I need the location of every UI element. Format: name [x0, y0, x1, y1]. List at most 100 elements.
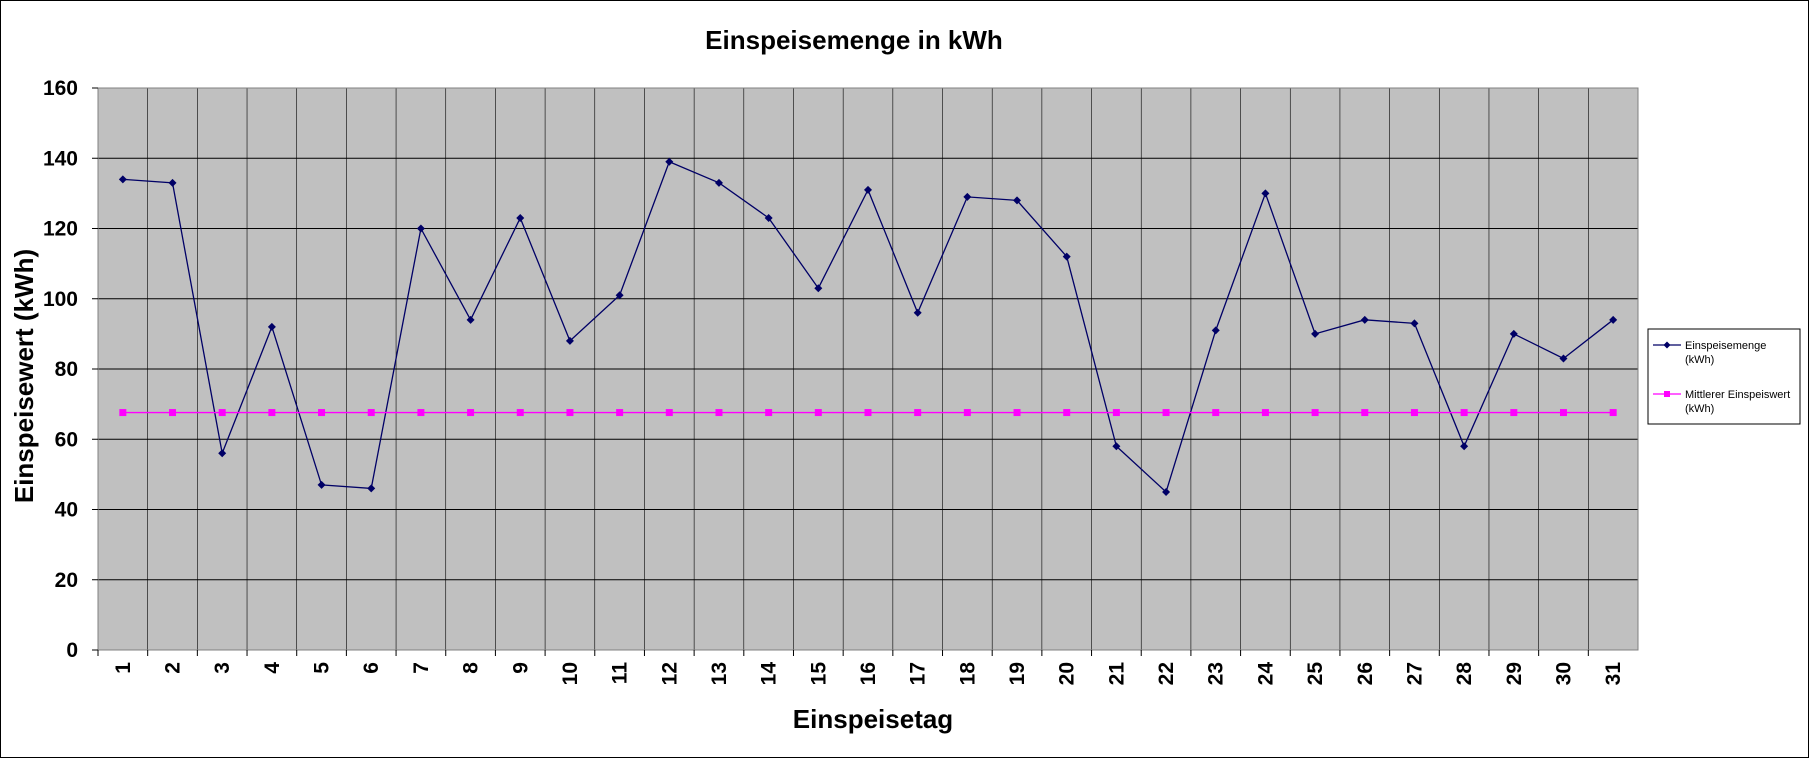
x-tick-label: 13	[708, 662, 731, 685]
y-tick-label: 20	[55, 569, 78, 592]
x-tick-label: 29	[1503, 662, 1526, 685]
x-tick-label: 11	[609, 662, 632, 685]
data-point	[516, 213, 525, 222]
data-point	[616, 409, 624, 417]
x-tick-label: 16	[857, 662, 880, 685]
legend-entry-2: Mittlerer Einspeiswert (kWh)	[1653, 389, 1790, 415]
data-point	[1211, 326, 1220, 335]
data-point	[565, 336, 574, 345]
data-point	[1261, 189, 1270, 198]
data-point	[1162, 409, 1170, 417]
x-tick-label: 23	[1205, 662, 1228, 685]
data-point	[665, 157, 674, 166]
x-tick-label: 2	[162, 662, 185, 674]
legend-label: Einspeisemenge	[1685, 340, 1766, 352]
data-point	[1509, 329, 1518, 338]
y-tick-label: 140	[43, 147, 78, 170]
x-tick-label: 9	[509, 662, 532, 674]
legend-unit: (kWh)	[1685, 403, 1714, 415]
data-point	[367, 484, 376, 493]
data-point	[318, 409, 326, 417]
x-tick-label: 10	[559, 662, 582, 685]
y-tick-label: 100	[43, 288, 78, 311]
x-tick-label: 4	[261, 662, 284, 674]
data-point	[118, 175, 127, 184]
data-point	[466, 315, 475, 324]
series-layer	[118, 157, 1618, 496]
data-point	[714, 178, 723, 187]
y-tick-label: 160	[43, 77, 78, 100]
data-point	[765, 409, 773, 417]
data-point	[516, 409, 524, 417]
x-tick-label: 6	[360, 662, 383, 674]
data-point	[1311, 329, 1320, 338]
x-tick-label: 27	[1403, 662, 1426, 685]
legend-entry-1: Einspeisemenge (kWh)	[1653, 340, 1766, 366]
data-point	[1062, 252, 1071, 261]
x-tick-label: 20	[1056, 662, 1079, 685]
series-2	[119, 409, 1617, 417]
data-point	[1013, 196, 1022, 205]
x-axis-ticks: 1 2 3 4 5 6 7 8 9 10 11 12 13 14 15 16 17 18 19 20 21 22 23 24 2…	[97, 650, 1625, 686]
data-point	[467, 409, 475, 417]
data-point	[1311, 409, 1319, 417]
data-point	[764, 213, 773, 222]
data-point	[814, 284, 823, 293]
legend-label: Mittlerer Einspeiswert	[1685, 389, 1790, 401]
legend: Einspeisemenge(kWh)Mittlerer Einspeiswer…	[1647, 328, 1801, 425]
x-tick-label: 1	[112, 662, 135, 674]
data-point	[1212, 409, 1220, 417]
data-point	[218, 449, 227, 458]
chart-title: Einspeisemenge in kWh	[705, 25, 1003, 55]
data-point	[1063, 409, 1071, 417]
data-point	[1410, 409, 1418, 417]
data-point	[814, 409, 822, 417]
x-tick-label: 7	[410, 662, 433, 674]
data-point	[715, 409, 723, 417]
data-point	[1410, 319, 1419, 328]
x-tick-label: 14	[758, 662, 781, 686]
data-point	[566, 409, 574, 417]
data-point	[168, 178, 177, 187]
data-point	[1261, 409, 1269, 417]
data-point	[317, 480, 326, 489]
x-tick-label: 18	[956, 662, 979, 686]
x-axis-label: Einspeisetag	[793, 704, 953, 734]
x-tick-label: 15	[807, 662, 830, 686]
y-tick-label: 120	[43, 218, 78, 241]
data-point	[1460, 409, 1468, 417]
data-point	[1609, 315, 1618, 324]
x-tick-label: 22	[1155, 662, 1178, 685]
x-tick-label: 24	[1254, 662, 1277, 686]
y-tick-label: 0	[66, 639, 78, 662]
data-point	[367, 409, 375, 417]
data-point	[1510, 409, 1518, 417]
y-tick-label: 60	[55, 428, 78, 451]
data-point	[417, 409, 425, 417]
x-tick-label: 31	[1602, 662, 1625, 686]
data-point	[1559, 409, 1567, 417]
series-1	[118, 157, 1618, 496]
legend-entries: Einspeisemenge(kWh)Mittlerer Einspeiswer…	[1653, 340, 1790, 415]
x-tick-label: 8	[460, 662, 483, 674]
x-tick-label: 5	[311, 662, 334, 674]
y-tick-label: 40	[55, 499, 78, 522]
data-point	[665, 409, 673, 417]
x-tick-label: 17	[907, 662, 930, 685]
x-tick-label: 28	[1453, 662, 1476, 686]
x-tick-label: 26	[1354, 662, 1377, 685]
data-point	[963, 192, 972, 201]
y-axis-label: Einspeisewert (kWh)	[9, 249, 39, 503]
data-point	[1559, 354, 1568, 363]
data-point	[864, 185, 872, 194]
data-point	[1013, 409, 1021, 417]
data-point	[119, 409, 127, 417]
y-tick-label: 80	[55, 358, 78, 381]
data-point	[1112, 442, 1121, 451]
data-point	[1460, 442, 1469, 451]
x-tick-label: 30	[1552, 662, 1575, 685]
x-tick-label: 12	[658, 662, 681, 685]
legend-marker	[1663, 341, 1671, 349]
